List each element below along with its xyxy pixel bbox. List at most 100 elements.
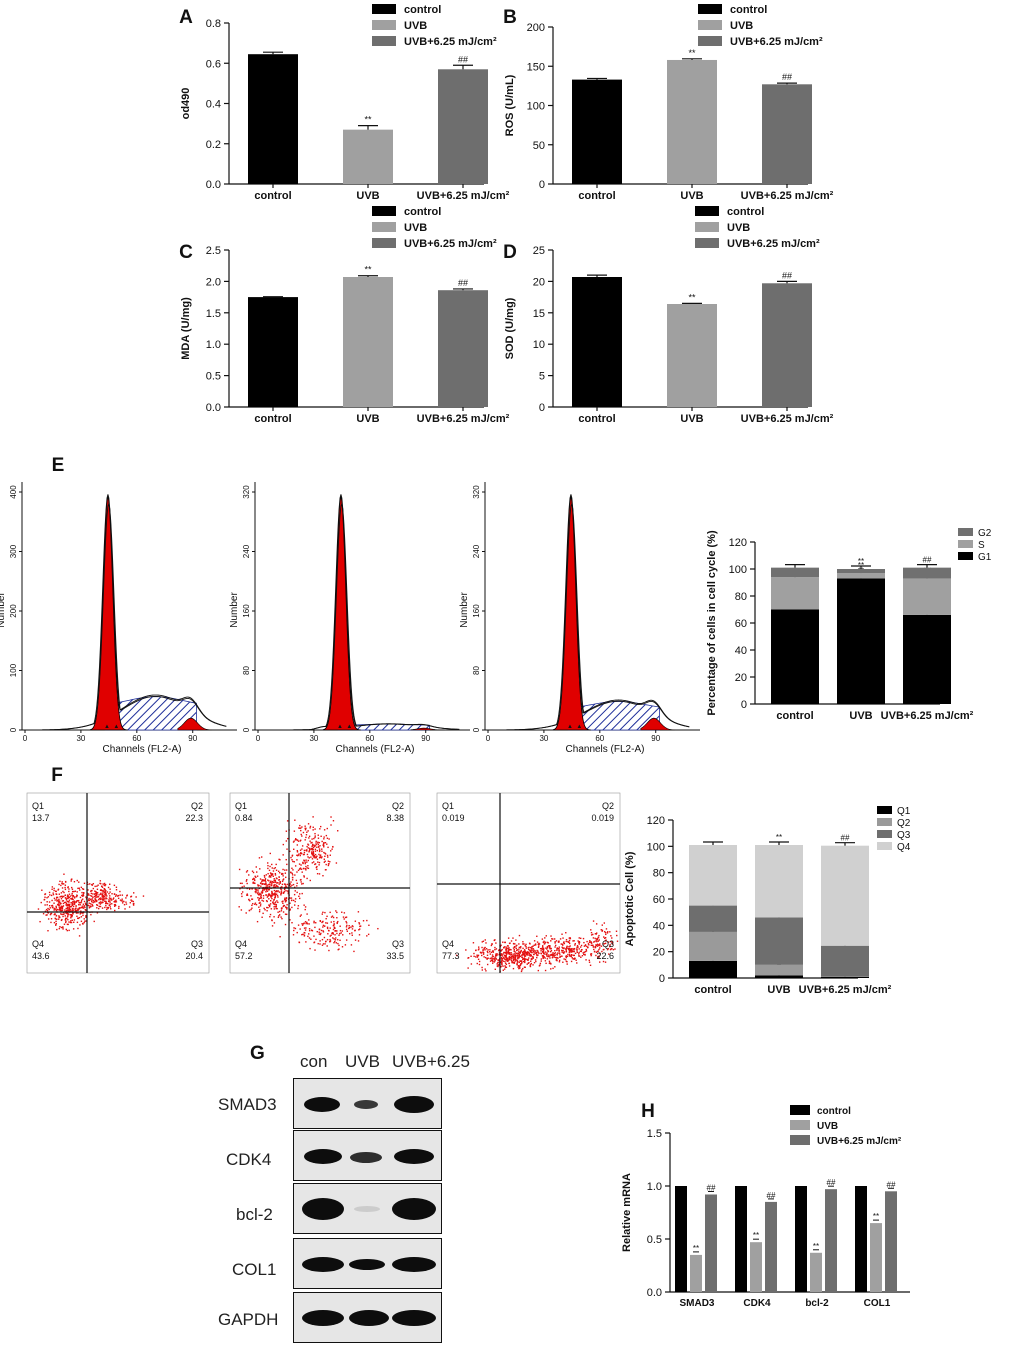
scatter-point <box>67 905 69 907</box>
scatter-point <box>332 937 334 939</box>
scatter-point <box>518 967 520 970</box>
scatter-point <box>311 847 313 850</box>
scatter-point <box>518 965 521 968</box>
scatter-point <box>514 943 516 945</box>
scatter-point <box>60 902 62 905</box>
scatter-point <box>578 940 580 943</box>
scatter-point <box>57 903 60 905</box>
scatter-point <box>481 966 483 969</box>
scatter-point <box>297 907 299 910</box>
scatter-point <box>68 929 70 932</box>
scatter-point <box>81 912 83 914</box>
scatter-point <box>109 900 111 902</box>
scatter-point <box>135 896 137 898</box>
scatter-point <box>525 943 527 946</box>
scatter-point <box>343 918 345 920</box>
scatter-point <box>550 968 552 970</box>
y-tick-label: 60 <box>653 894 665 906</box>
y-tick-label: 25 <box>533 245 545 257</box>
scatter-point <box>91 903 93 906</box>
q1-value: 0.84 <box>235 813 253 823</box>
x-tick-label: UVB <box>680 190 703 202</box>
scatter-point <box>317 942 319 945</box>
y-tick-label: 20 <box>653 947 665 959</box>
scatter-point <box>585 959 587 961</box>
scatter-point <box>582 952 584 954</box>
scatter-point <box>298 895 300 898</box>
scatter-point <box>261 882 264 885</box>
scatter-point <box>55 893 58 896</box>
scatter-point <box>524 957 526 960</box>
scatter-point <box>332 933 334 935</box>
scatter-point <box>261 880 263 883</box>
scatter-point <box>543 953 546 955</box>
scatter-point <box>508 953 510 955</box>
scatter-point <box>596 950 599 953</box>
scatter-point <box>291 906 293 909</box>
scatter-point <box>105 889 107 892</box>
scatter-point <box>545 935 547 937</box>
scatter-point <box>549 962 551 964</box>
scatter-point <box>345 922 348 924</box>
hist-x-tick-label: 0 <box>486 734 491 743</box>
scatter-point <box>515 939 517 941</box>
scatter-point <box>332 924 335 927</box>
scatter-point <box>595 954 597 957</box>
scatter-point <box>495 955 498 957</box>
scatter-point <box>285 900 288 902</box>
scatter-point <box>281 917 283 920</box>
scatter-point <box>262 894 265 897</box>
scatter-point <box>556 949 558 952</box>
q1-value: 0.019 <box>442 813 465 823</box>
scatter-point <box>335 862 338 864</box>
scatter-point <box>250 895 252 897</box>
scatter-point <box>348 926 351 929</box>
scatter-point <box>68 901 70 903</box>
scatter-point <box>67 897 69 899</box>
scatter-point <box>560 943 562 945</box>
scatter-point <box>516 949 518 951</box>
scatter-point <box>305 865 307 868</box>
scatter-point <box>603 930 606 933</box>
scatter-point <box>328 930 330 932</box>
hist-g2-peak <box>410 727 445 731</box>
scatter-point <box>497 961 499 964</box>
scatter-point <box>100 897 102 899</box>
scatter-point <box>78 889 81 891</box>
scatter-point <box>68 890 70 893</box>
scatter-point <box>113 884 116 887</box>
scatter-point <box>366 919 368 922</box>
scatter-point <box>473 955 475 958</box>
scatter-point <box>520 960 523 963</box>
sig-annotation: ** <box>688 48 696 58</box>
x-tick-label: UVB <box>356 190 379 202</box>
scatter-point <box>511 957 513 960</box>
scatter-point <box>544 941 547 943</box>
bar <box>765 1201 777 1292</box>
scatter-point <box>334 930 337 932</box>
scatter-point <box>549 947 551 949</box>
stack-segment <box>821 845 869 946</box>
scatter-point <box>497 965 499 968</box>
scatter-point <box>294 886 296 888</box>
scatter-point <box>520 970 523 973</box>
scatter-point <box>588 941 591 944</box>
scatter-point <box>282 911 285 913</box>
scatter-point <box>106 897 108 900</box>
y-axis-title: Apoptotic Cell (%) <box>624 851 636 946</box>
scatter-point <box>345 920 347 923</box>
scatter-point <box>44 910 47 912</box>
blot-col-uvb: UVB <box>345 1052 380 1071</box>
scatter-point <box>102 883 104 885</box>
scatter-point <box>40 901 42 904</box>
scatter-point <box>68 896 70 898</box>
scatter-point <box>542 941 545 943</box>
scatter-point <box>261 891 264 894</box>
scatter-point <box>296 854 298 857</box>
legend-label: G2 <box>978 528 992 539</box>
scatter-point <box>504 962 507 964</box>
scatter-point <box>77 887 79 890</box>
scatter-point <box>62 905 64 908</box>
band <box>350 1152 382 1163</box>
